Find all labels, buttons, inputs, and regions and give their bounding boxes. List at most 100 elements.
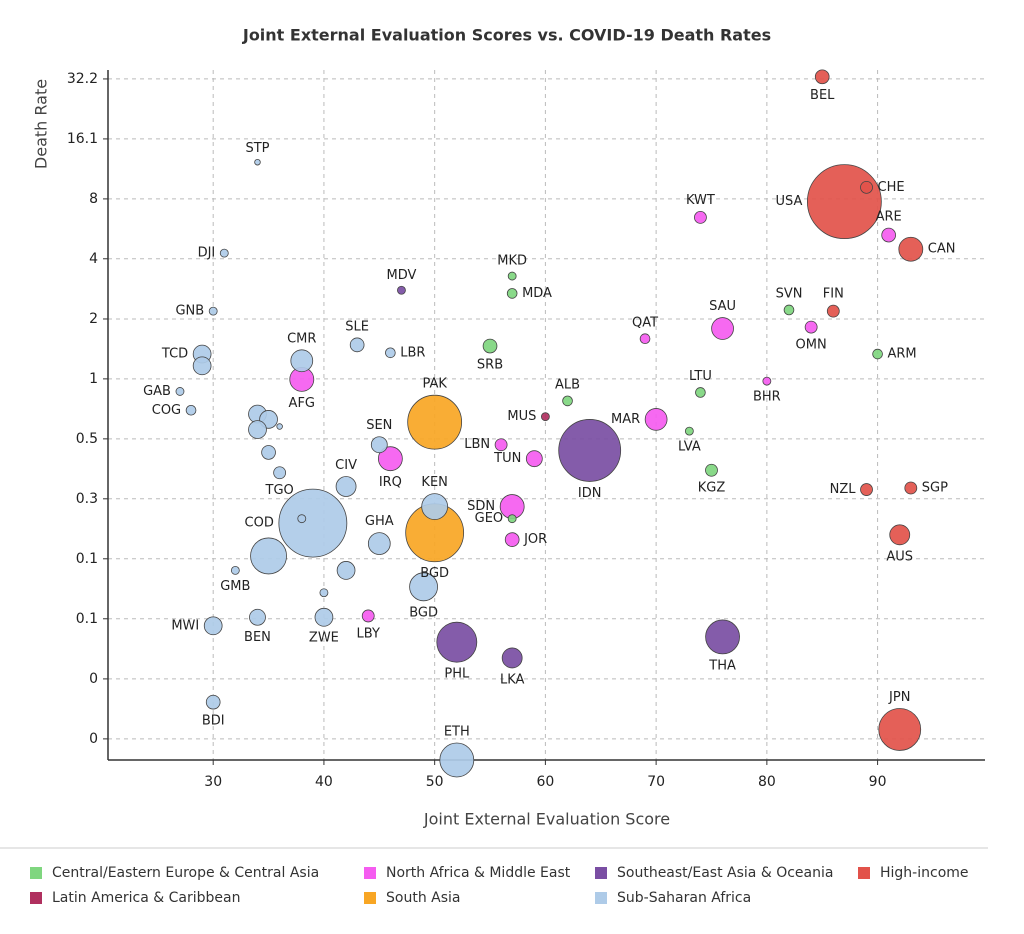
bubble [397, 285, 406, 295]
y-tick-label: 0.1 [76, 551, 98, 567]
point-label: COD [245, 516, 274, 531]
y-tick-label: 0.3 [76, 491, 98, 507]
bubble [436, 621, 478, 663]
bubble [439, 742, 475, 778]
x-tick-label: 80 [758, 774, 776, 790]
point-label: ETH [444, 725, 470, 740]
point-label: BGD [420, 566, 449, 581]
bubble [377, 446, 403, 472]
bubble [705, 619, 740, 655]
bubble [507, 514, 517, 524]
bubble [783, 304, 795, 316]
bubble [501, 647, 523, 669]
point-label: MDV [386, 268, 416, 283]
point-label: TCD [161, 347, 188, 362]
point-label: LKA [500, 672, 525, 687]
point-label: SEN [366, 418, 392, 433]
x-axis-title: Joint External Evaluation Score [423, 810, 670, 829]
point-label: BDI [202, 714, 225, 729]
legend-label: South Asia [386, 890, 460, 906]
legend-swatch [364, 867, 376, 879]
x-tick-label: 40 [315, 774, 333, 790]
point-label: GMB [220, 579, 250, 594]
point-label: MAR [611, 412, 640, 427]
bubble [826, 304, 840, 318]
bubble [504, 532, 520, 547]
point-label: AFG [289, 396, 315, 411]
point-label: AUS [886, 549, 913, 564]
legend-swatch [364, 892, 376, 904]
point-label: PHL [444, 667, 470, 682]
point-label: SDN [467, 499, 495, 514]
bubble [336, 561, 356, 580]
bubble [898, 236, 924, 262]
bubble [407, 394, 463, 450]
bubble [814, 69, 830, 85]
bubble [230, 566, 240, 575]
bubble [361, 609, 375, 623]
bubble [205, 694, 221, 710]
bubble [367, 532, 391, 555]
legend-label: High-income [880, 865, 969, 881]
x-tick-label: 70 [647, 774, 665, 790]
bubble [297, 514, 307, 524]
y-tick-label: 8 [89, 191, 98, 207]
bubble [249, 608, 266, 626]
bubble [185, 404, 197, 416]
point-label: JOR [523, 532, 547, 547]
bubble [421, 493, 449, 520]
point-label: STP [245, 141, 269, 156]
bubble [208, 306, 218, 316]
bubble [409, 572, 438, 602]
bubble [644, 408, 668, 431]
x-tick-label: 50 [426, 774, 444, 790]
bubble [254, 158, 261, 166]
point-label: BGD [409, 605, 438, 620]
point-label: GHA [365, 514, 394, 529]
point-label: BEN [244, 630, 271, 645]
legend-swatch [595, 892, 607, 904]
bubble [248, 420, 267, 439]
bubble [290, 349, 314, 373]
legend-swatch [595, 867, 607, 879]
point-label: SLE [345, 319, 369, 334]
bubble [694, 211, 707, 224]
bubble [385, 347, 396, 359]
bubble [695, 387, 706, 398]
bubble [525, 450, 543, 468]
point-label: LVA [678, 440, 701, 455]
bubble [878, 708, 922, 751]
point-label: NZL [830, 482, 857, 497]
bubble [349, 337, 365, 353]
bubble [558, 419, 622, 482]
point-label: LBY [357, 626, 380, 641]
point-label: ALB [555, 377, 580, 392]
point-label: DJI [198, 246, 216, 261]
y-tick-label: 1 [89, 371, 98, 387]
point-label: CHE [878, 180, 905, 195]
point-label: MKD [497, 254, 527, 269]
y-tick-label: 0 [89, 671, 98, 687]
bubble [192, 356, 212, 376]
point-label: KGZ [698, 481, 726, 496]
bubble [506, 288, 518, 299]
y-tick-label: 16.1 [67, 131, 98, 147]
bubble [314, 607, 334, 627]
bubble [507, 271, 517, 281]
point-label: PAK [422, 377, 447, 392]
point-label: SVN [776, 287, 803, 302]
point-label: GNB [175, 304, 204, 319]
y-tick-label: 0.5 [76, 431, 98, 447]
bubble [335, 476, 357, 497]
bubble [482, 338, 498, 354]
bubble [711, 317, 734, 340]
point-label: COG [152, 403, 181, 418]
bubble [278, 488, 348, 558]
bubble [705, 463, 718, 477]
bubble [684, 426, 694, 436]
point-label: USA [775, 194, 802, 209]
legend-swatch [30, 867, 42, 879]
legend-label: Central/Eastern Europe & Central Asia [52, 865, 319, 881]
point-label: GAB [143, 384, 171, 399]
point-label: KEN [421, 475, 447, 490]
